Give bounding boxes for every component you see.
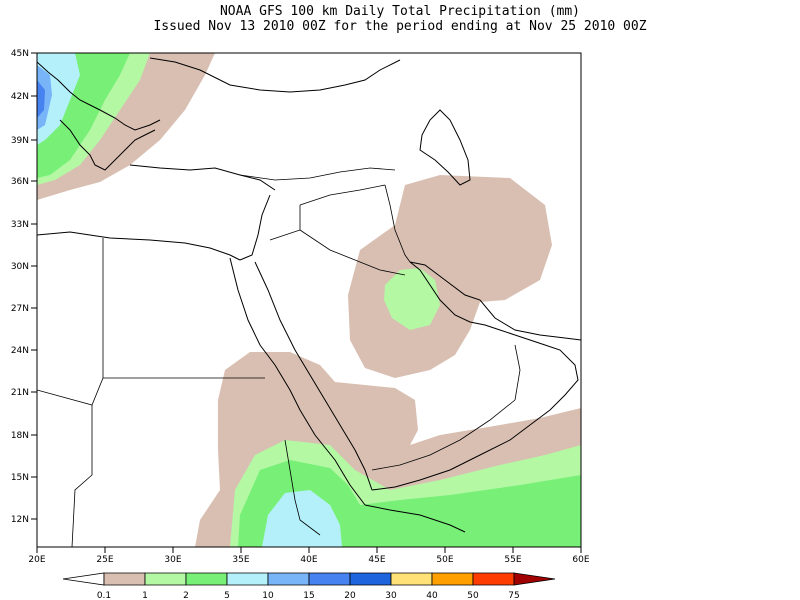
lon-label: 55E [504,555,521,565]
lat-label: 21N [11,388,29,398]
precip-area-kuwait-green [384,268,440,330]
border-iran-iraq [384,184,411,263]
precip-area-iraq-iran [348,175,552,378]
coast-oman [514,334,579,426]
coast-yemen-south [371,424,531,491]
title-line-2: Issued Nov 13 2010 00Z for the period en… [153,19,647,34]
legend-swatch [472,572,515,586]
coast-egypt-north [37,231,241,261]
coast-redsea-east [254,261,373,491]
legend-label: 0.1 [97,591,111,600]
coast-caspian [419,109,471,186]
border-saudi-iraq [299,229,406,276]
legend-swatch [390,572,433,586]
legend-swatch [267,572,310,586]
lon-label: 60E [572,555,589,565]
map-title: NOAA GFS 100 km Daily Total Precipitatio… [0,4,800,34]
lat-label: 36N [11,177,29,187]
legend-label: 75 [508,591,519,600]
lon-label: 45E [368,555,385,565]
legend-swatch [431,572,474,586]
coastlines [37,57,581,533]
lat-label: 45N [11,49,29,59]
title-line-1: NOAA GFS 100 km Daily Total Precipitatio… [219,4,581,19]
lon-label: 40E [300,555,317,565]
legend-label: 10 [262,591,274,600]
legend-label: 15 [303,591,314,600]
coast-blacksea [149,57,401,93]
lat-label: 27N [11,304,29,314]
lat-label: 12N [11,515,29,525]
lat-label: 18N [11,431,29,441]
latitude-axis: 45N 42N 39N 36N 33N 30N 27N 24N 21N 18N … [11,49,37,525]
lat-label: 42N [11,92,29,102]
legend-label: 30 [385,591,397,600]
coast-iran [409,261,581,341]
color-legend: 0.1 1 2 5 10 15 20 30 40 50 75 [62,572,556,600]
legend-label: 50 [467,591,479,600]
legend-swatch [513,572,556,586]
lon-label: 20E [28,555,45,565]
lon-label: 30E [164,555,181,565]
lat-label: 33N [11,220,29,230]
lon-label: 50E [436,555,453,565]
lat-label: 24N [11,346,29,356]
legend-label: 5 [224,591,230,600]
border-saudi-yemen [371,399,516,471]
coast-balkans [37,61,161,131]
lat-label: 39N [11,136,29,146]
legend-swatch [103,572,146,586]
coast-redsea-west [229,257,366,506]
lon-label: 25E [96,555,113,565]
legend-label: 40 [426,591,438,600]
precip-area-balkans-dkblue [37,80,45,118]
legend-swatch [144,572,187,586]
legend-swatch [349,572,392,586]
coast-somalia [364,504,466,533]
lat-label: 30N [11,262,29,272]
border-sudan-chad [71,405,93,547]
coast-greece [59,119,156,171]
coast-persian-gulf [409,261,516,336]
legend-swatch [62,572,105,586]
coast-turkey-south [129,164,276,191]
legend-label: 2 [183,591,189,600]
border-syria-iraq [299,184,386,206]
precip-area-ethiopia-cyan [262,490,342,547]
border-turkey-syria [239,167,396,181]
borders [37,167,521,547]
border-saudi-jordan [269,205,301,241]
legend-swatch [308,572,351,586]
legend-label: 20 [344,591,356,600]
longitude-axis: 20E 25E 30E 35E 40E 45E 50E 55E 60E [28,547,590,565]
legend-label: 1 [142,591,148,600]
border-sudan-ethiopia [284,439,321,536]
lon-label: 35E [232,555,249,565]
lat-label: 15N [11,473,29,483]
coast-levant [239,194,271,261]
border-libya-sudan [37,377,104,406]
precip-fields [37,53,581,547]
legend-swatch [185,572,228,586]
legend-swatch [226,572,269,586]
border-saudi-oman [514,344,521,401]
